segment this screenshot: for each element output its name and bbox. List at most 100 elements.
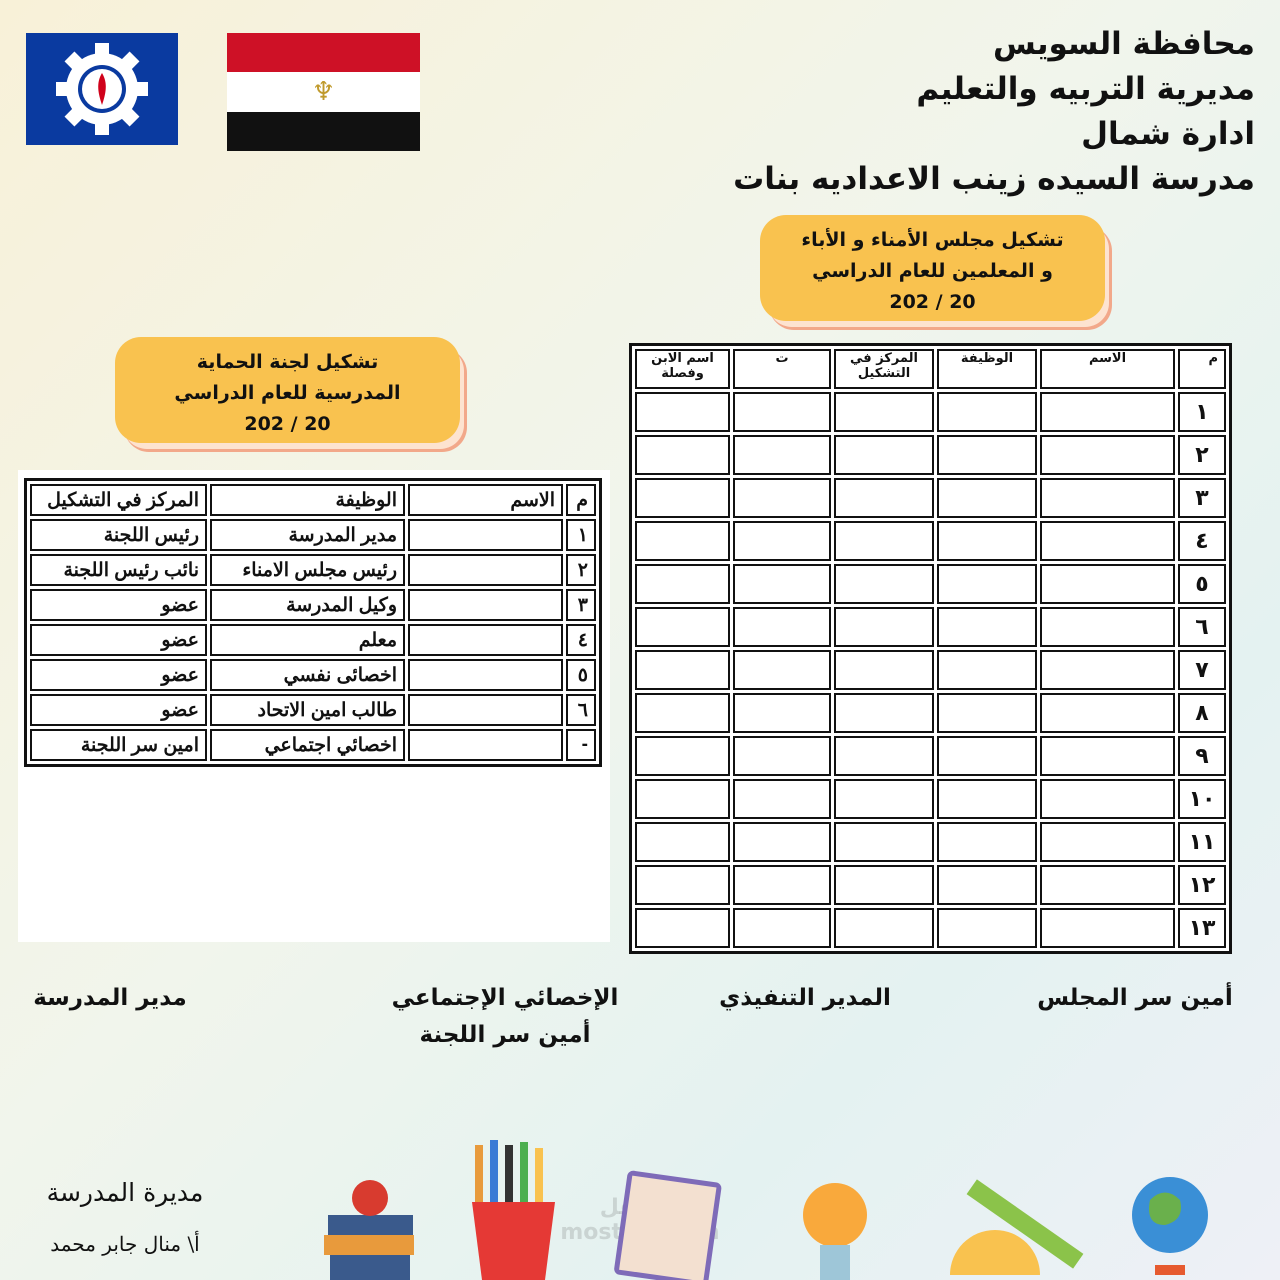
- table-cell[interactable]: [733, 435, 831, 475]
- col-header: الاسم: [1040, 349, 1175, 389]
- table-cell[interactable]: [635, 779, 730, 819]
- col-header: المركز في التشكيل: [30, 484, 207, 516]
- role-cell: امين سر اللجنة: [30, 729, 207, 761]
- table-cell[interactable]: [937, 392, 1037, 432]
- table-cell[interactable]: [1040, 693, 1175, 733]
- table-cell[interactable]: [733, 865, 831, 905]
- table-cell[interactable]: [635, 392, 730, 432]
- table-cell[interactable]: [733, 564, 831, 604]
- table-cell[interactable]: [1040, 564, 1175, 604]
- table-cell[interactable]: [635, 607, 730, 647]
- table-cell[interactable]: [635, 435, 730, 475]
- row-number: ١٠: [1178, 779, 1226, 819]
- table-cell[interactable]: [1040, 478, 1175, 518]
- table-cell[interactable]: [1040, 435, 1175, 475]
- row-number: ١٣: [1178, 908, 1226, 948]
- table-header-row: م الاسم الوظيفة المركز في التشكيل: [30, 484, 596, 516]
- row-number: ٥: [566, 659, 596, 691]
- books-apple-icon: [324, 1180, 414, 1280]
- table-cell[interactable]: [635, 865, 730, 905]
- notebook-icon: [614, 1170, 722, 1280]
- table-cell[interactable]: [937, 564, 1037, 604]
- name-cell[interactable]: [408, 519, 563, 551]
- table-cell[interactable]: [937, 779, 1037, 819]
- protection-title-box: تشكيل لجنة الحماية المدرسية للعام الدراس…: [115, 337, 460, 443]
- table-cell[interactable]: [834, 736, 934, 776]
- table-cell[interactable]: [635, 650, 730, 690]
- role-cell: عضو: [30, 659, 207, 691]
- table-cell[interactable]: [733, 822, 831, 862]
- table-cell[interactable]: [834, 435, 934, 475]
- table-cell[interactable]: [937, 736, 1037, 776]
- table-cell[interactable]: [937, 650, 1037, 690]
- col-header: م: [1178, 349, 1226, 389]
- table-cell[interactable]: [635, 908, 730, 948]
- table-cell[interactable]: [937, 478, 1037, 518]
- table-row: ١٢: [635, 865, 1226, 905]
- table-row: ٣ وكيل المدرسة عضو: [30, 589, 596, 621]
- name-cell[interactable]: [408, 659, 563, 691]
- table-cell[interactable]: [834, 564, 934, 604]
- role-cell: رئيس اللجنة: [30, 519, 207, 551]
- table-cell[interactable]: [733, 736, 831, 776]
- table-cell[interactable]: [635, 478, 730, 518]
- name-cell[interactable]: [408, 694, 563, 726]
- table-cell[interactable]: [635, 564, 730, 604]
- table-cell[interactable]: [635, 693, 730, 733]
- table-cell[interactable]: [733, 521, 831, 561]
- table-cell[interactable]: [937, 822, 1037, 862]
- name-cell[interactable]: [408, 729, 563, 761]
- table-row: ١: [635, 392, 1226, 432]
- table-cell[interactable]: [733, 478, 831, 518]
- table-row: ١٣: [635, 908, 1226, 948]
- table-cell[interactable]: [635, 521, 730, 561]
- name-cell[interactable]: [408, 589, 563, 621]
- table-cell[interactable]: [834, 392, 934, 432]
- name-cell[interactable]: [408, 624, 563, 656]
- job-cell: مدير المدرسة: [210, 519, 405, 551]
- title-line: المدرسية للعام الدراسي: [174, 382, 401, 404]
- table-cell[interactable]: [733, 607, 831, 647]
- table-cell[interactable]: [733, 693, 831, 733]
- table-cell[interactable]: [1040, 779, 1175, 819]
- table-cell[interactable]: [733, 392, 831, 432]
- table-cell[interactable]: [834, 650, 934, 690]
- row-number: ١١: [1178, 822, 1226, 862]
- table-cell[interactable]: [834, 865, 934, 905]
- row-number: ٣: [566, 589, 596, 621]
- table-cell[interactable]: [834, 693, 934, 733]
- table-cell[interactable]: [834, 908, 934, 948]
- table-cell[interactable]: [1040, 865, 1175, 905]
- col-header: المركز في التشكيل: [834, 349, 934, 389]
- table-cell[interactable]: [1040, 822, 1175, 862]
- table-cell[interactable]: [1040, 392, 1175, 432]
- egypt-flag: ♆: [227, 33, 420, 151]
- table-cell[interactable]: [733, 650, 831, 690]
- table-cell[interactable]: [1040, 521, 1175, 561]
- table-cell[interactable]: [937, 435, 1037, 475]
- table-cell[interactable]: [1040, 650, 1175, 690]
- name-cell[interactable]: [408, 554, 563, 586]
- table-cell[interactable]: [834, 607, 934, 647]
- table-cell[interactable]: [1040, 908, 1175, 948]
- table-cell[interactable]: [834, 478, 934, 518]
- table-cell[interactable]: [834, 822, 934, 862]
- table-cell[interactable]: [635, 822, 730, 862]
- table-cell[interactable]: [733, 779, 831, 819]
- table-cell[interactable]: [937, 693, 1037, 733]
- row-number: ٢: [1178, 435, 1226, 475]
- table-cell[interactable]: [635, 736, 730, 776]
- table-cell[interactable]: [1040, 736, 1175, 776]
- table-cell[interactable]: [937, 607, 1037, 647]
- table-cell[interactable]: [937, 908, 1037, 948]
- table-cell[interactable]: [1040, 607, 1175, 647]
- role-cell: نائب رئيس اللجنة: [30, 554, 207, 586]
- table-cell[interactable]: [937, 521, 1037, 561]
- table-cell[interactable]: [834, 521, 934, 561]
- table-cell[interactable]: [937, 865, 1037, 905]
- table-cell[interactable]: [733, 908, 831, 948]
- col-header: الوظيفة: [210, 484, 405, 516]
- row-number: ١: [1178, 392, 1226, 432]
- job-cell: اخصائى نفسي: [210, 659, 405, 691]
- table-cell[interactable]: [834, 779, 934, 819]
